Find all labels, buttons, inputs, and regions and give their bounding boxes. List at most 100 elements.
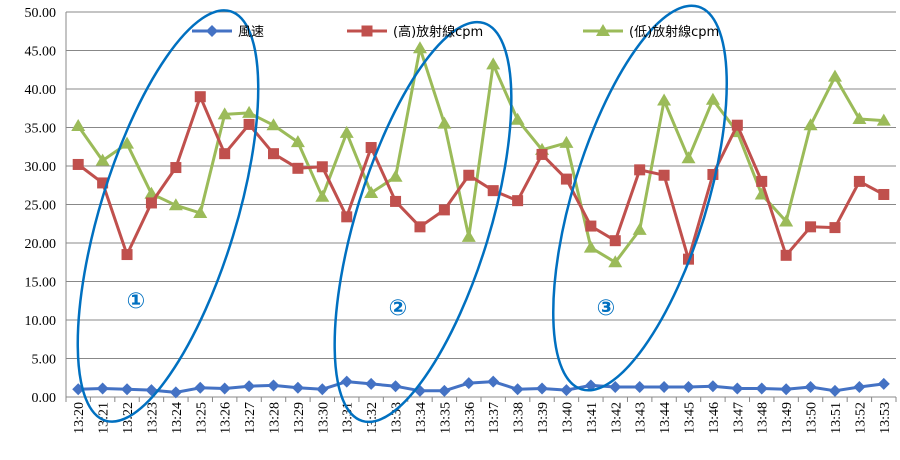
x-tick-label: 13:20: [72, 402, 87, 434]
x-tick-label: 13:29: [292, 402, 307, 434]
data-point: [414, 221, 426, 233]
data-point: [805, 221, 817, 233]
y-tick-label: 15.00: [25, 276, 57, 291]
data-point: [609, 235, 621, 247]
data-point: [536, 382, 549, 395]
legend-label: (高)放射線cpm: [393, 24, 483, 40]
annotation-label: ③: [597, 296, 616, 321]
data-point: [365, 377, 378, 390]
data-point: [756, 175, 768, 187]
data-point: [169, 386, 182, 399]
series-line: [76, 46, 884, 264]
series-line: [78, 380, 884, 394]
data-point: [218, 382, 231, 395]
data-point: [779, 214, 794, 227]
data-point: [292, 162, 304, 174]
series-2: [71, 41, 891, 268]
y-tick-label: 35.00: [25, 122, 57, 137]
series-1: [72, 91, 890, 265]
data-point: [194, 91, 206, 103]
data-point: [361, 25, 373, 37]
data-point: [877, 377, 890, 390]
x-tick-label: 13:31: [341, 402, 356, 434]
x-tick-label: 13:32: [365, 402, 380, 434]
x-tick-label: 13:23: [145, 402, 160, 434]
data-point: [461, 229, 476, 242]
axes: [65, 12, 897, 402]
data-point: [121, 383, 134, 396]
data-point: [170, 162, 182, 174]
x-tick-label: 13:27: [243, 402, 258, 434]
data-point: [780, 383, 793, 396]
data-point: [315, 189, 330, 202]
legend-item: (高)放射線cpm: [347, 24, 483, 40]
x-tick-label: 13:51: [829, 402, 844, 434]
x-tick-labels: 13:20 13:21 13:22 13:23 13:24 13:25 13:26 13:27…: [72, 402, 893, 434]
x-tick-label: 13:38: [512, 402, 527, 434]
x-tick-label: 13:33: [390, 402, 405, 434]
data-point: [608, 255, 623, 268]
x-tick-label: 13:30: [316, 402, 331, 434]
data-point: [681, 151, 696, 164]
y-tick-label: 40.00: [25, 83, 57, 98]
data-point: [559, 135, 574, 148]
data-point: [462, 377, 475, 390]
x-tick-label: 13:45: [683, 402, 698, 434]
data-point: [560, 384, 573, 397]
data-point: [707, 168, 719, 180]
data-point: [341, 211, 353, 223]
data-point: [512, 195, 524, 207]
legend: 風速 (高)放射線cpm (低)放射線cpm: [192, 24, 719, 40]
x-tick-label: 13:44: [658, 402, 673, 434]
x-tick-label: 13:21: [97, 402, 112, 434]
data-point: [316, 383, 329, 396]
x-tick-label: 13:41: [585, 402, 600, 434]
data-point: [657, 93, 672, 106]
y-tick-label: 0.00: [32, 391, 57, 406]
data-point: [412, 41, 427, 54]
series-0: [72, 375, 890, 399]
data-point: [876, 113, 891, 126]
data-point: [731, 119, 743, 131]
data-point: [194, 381, 207, 394]
data-point: [511, 383, 524, 396]
x-tick-label: 13:52: [853, 402, 868, 434]
data-point: [803, 118, 818, 131]
y-tick-label: 45.00: [25, 45, 57, 60]
annotation-ellipse: [333, 20, 513, 424]
data-point: [242, 105, 257, 118]
y-tick-label: 30.00: [25, 160, 57, 175]
data-point: [705, 92, 720, 105]
data-point: [633, 380, 646, 393]
x-tick-label: 13:28: [268, 402, 283, 434]
x-tick-label: 13:40: [560, 402, 575, 434]
x-tick-label: 13:50: [805, 402, 820, 434]
data-point: [583, 240, 598, 253]
y-tick-label: 50.00: [25, 6, 57, 21]
data-point: [291, 381, 304, 394]
y-tick-labels: 0.00 5.00 10.00 15.00 20.00 25.00 30.00 35.00 40…: [25, 6, 57, 406]
data-point: [388, 169, 403, 182]
legend-item: (低)放射線cpm: [583, 24, 719, 40]
x-tick-label: 13:35: [438, 402, 453, 434]
data-point: [316, 161, 328, 173]
data-point: [609, 380, 622, 393]
data-point: [365, 142, 377, 154]
data-point: [706, 380, 719, 393]
data-point: [96, 382, 109, 395]
x-tick-label: 13:42: [609, 402, 624, 434]
data-point: [585, 220, 597, 232]
legend-item: 風速: [192, 25, 264, 40]
data-point: [290, 135, 305, 148]
data-point: [827, 69, 842, 82]
data-point: [243, 118, 255, 130]
x-tick-label: 13:46: [707, 402, 722, 434]
x-tick-label: 13:39: [536, 402, 551, 434]
data-point: [390, 195, 402, 207]
data-point: [510, 112, 525, 125]
x-tick-label: 13:53: [878, 402, 893, 434]
data-point: [95, 153, 110, 166]
data-point: [168, 198, 183, 211]
data-point: [72, 158, 84, 170]
data-point: [780, 249, 792, 261]
